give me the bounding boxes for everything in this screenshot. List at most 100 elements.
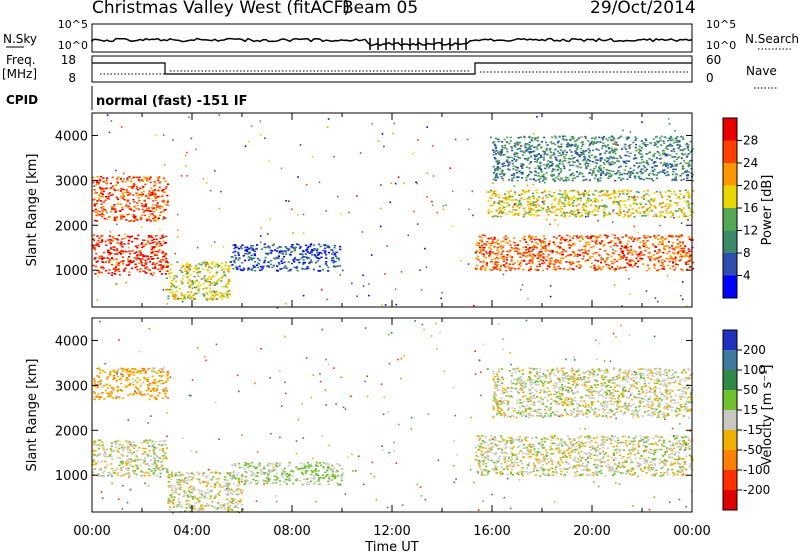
data-cell xyxy=(571,198,574,200)
data-cell xyxy=(128,256,131,258)
data-cell xyxy=(214,283,217,286)
data-cell xyxy=(289,254,292,256)
data-cell xyxy=(292,247,295,250)
data-cell xyxy=(535,200,538,203)
data-cell xyxy=(225,485,228,488)
data-cell xyxy=(538,251,541,253)
data-cell xyxy=(234,246,238,249)
data-cell xyxy=(503,245,505,247)
data-cell xyxy=(167,502,170,505)
data-cell xyxy=(684,189,687,191)
data-cell xyxy=(572,136,575,138)
data-cell xyxy=(348,211,350,214)
data-cell xyxy=(636,239,639,241)
data-cell xyxy=(424,247,426,250)
data-cell xyxy=(629,263,632,266)
data-cell xyxy=(593,264,596,267)
data-cell xyxy=(162,389,165,391)
data-cell xyxy=(170,474,174,476)
data-cell xyxy=(549,161,552,163)
data-cell xyxy=(556,267,559,270)
data-cell xyxy=(597,166,601,169)
data-cell xyxy=(122,193,125,196)
data-cell xyxy=(661,241,664,244)
data-cell xyxy=(658,137,661,139)
data-cell xyxy=(187,499,190,502)
data-cell xyxy=(104,240,107,243)
data-cell xyxy=(508,163,511,166)
data-cell xyxy=(181,300,184,303)
data-cell xyxy=(522,259,525,262)
data-cell xyxy=(548,242,551,245)
data-cell xyxy=(681,153,684,156)
data-cell xyxy=(519,141,522,144)
data-cell xyxy=(659,191,662,193)
data-cell xyxy=(107,239,110,241)
data-cell xyxy=(207,280,210,283)
data-cell xyxy=(141,205,144,207)
data-cell xyxy=(149,468,152,471)
data-cell xyxy=(176,261,179,263)
data-region xyxy=(231,461,345,486)
data-cell xyxy=(213,295,216,298)
data-cell xyxy=(147,218,150,221)
data-cell xyxy=(614,237,617,239)
data-cell xyxy=(607,177,610,180)
data-cell xyxy=(484,267,487,269)
data-cell xyxy=(321,268,324,271)
data-cell xyxy=(686,200,689,202)
data-cell xyxy=(234,501,237,504)
data-cell xyxy=(535,269,539,271)
data-cell xyxy=(284,265,287,267)
data-cell xyxy=(585,205,588,208)
data-cell xyxy=(127,185,130,188)
data-cell xyxy=(511,177,514,180)
data-cell xyxy=(95,202,98,205)
data-cell xyxy=(587,148,590,150)
data-cell xyxy=(664,245,667,247)
data-cell xyxy=(112,219,115,221)
data-cell xyxy=(530,250,533,253)
data-cell xyxy=(293,260,296,263)
data-cell xyxy=(149,395,152,397)
data-cell xyxy=(566,177,569,179)
data-cell xyxy=(235,489,238,492)
data-cell xyxy=(130,267,134,270)
data-cell xyxy=(152,382,155,384)
data-cell xyxy=(636,265,639,268)
data-cell xyxy=(571,213,574,215)
data-cell xyxy=(494,215,497,217)
data-cell xyxy=(500,256,503,259)
data-cell xyxy=(493,201,496,203)
data-cell xyxy=(568,235,571,238)
data-cell xyxy=(676,141,679,144)
data-cell xyxy=(511,162,514,165)
data-cell xyxy=(177,229,179,231)
data-cell xyxy=(316,248,319,250)
data-cell xyxy=(138,176,141,179)
data-cell xyxy=(622,160,625,163)
data-cell xyxy=(592,210,595,212)
data-cell xyxy=(527,151,530,153)
data-cell xyxy=(480,244,483,247)
data-cell xyxy=(139,216,142,219)
data-cell xyxy=(173,277,176,280)
data-cell xyxy=(181,294,184,297)
data-cell xyxy=(553,243,557,246)
data-cell xyxy=(572,137,575,140)
data-cell xyxy=(253,257,256,259)
data-cell xyxy=(631,251,634,254)
data-cell xyxy=(263,243,266,245)
data-cell xyxy=(359,152,362,154)
data-cell xyxy=(499,215,502,218)
data-cell xyxy=(498,211,501,213)
data-cell xyxy=(124,369,127,371)
data-cell xyxy=(540,191,543,194)
data-cell xyxy=(619,258,623,260)
data-cell xyxy=(171,500,174,502)
data-cell xyxy=(687,236,690,238)
data-cell xyxy=(571,268,574,270)
data-cell xyxy=(625,245,628,247)
data-cell xyxy=(666,171,669,173)
data-cell xyxy=(336,265,339,268)
